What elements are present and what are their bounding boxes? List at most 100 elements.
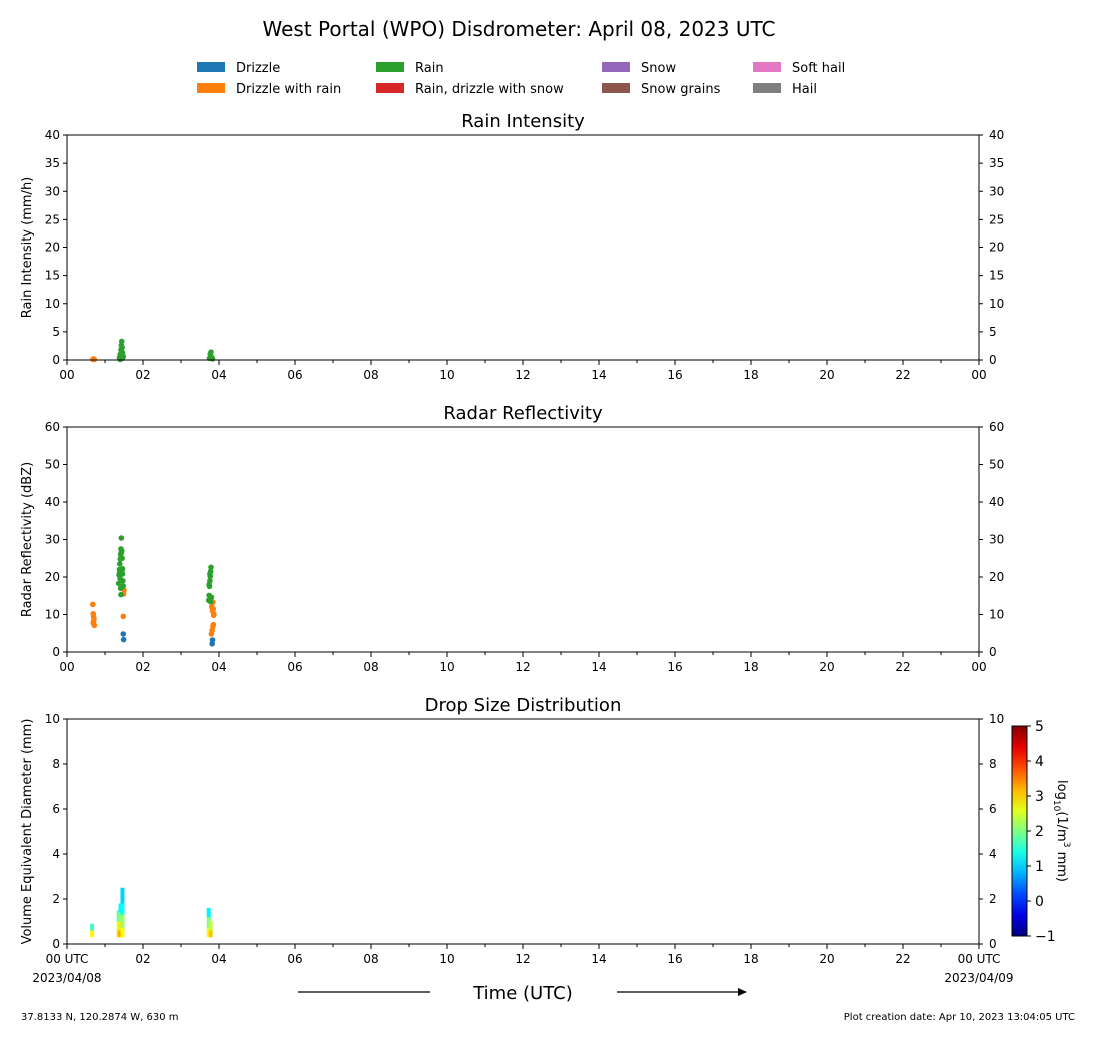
y-tick-label: 10 <box>45 297 60 311</box>
y-tick-label-right: 35 <box>989 156 1004 170</box>
y-tick-label: 4 <box>52 847 60 861</box>
legend-item: Rain, drizzle with snow <box>376 82 564 97</box>
dsd-cell <box>208 921 213 931</box>
y-tick-label: 20 <box>45 241 60 255</box>
legend-swatch <box>197 83 225 93</box>
y-tick-label-right: 0 <box>989 353 997 367</box>
panel-title: Rain Intensity <box>461 111 585 132</box>
data-point <box>120 613 127 620</box>
y-tick-label-right: 25 <box>989 212 1004 226</box>
data-point <box>118 535 125 541</box>
data-point <box>118 591 124 598</box>
x-tick-label: 22 <box>895 660 910 674</box>
y-tick-label-right: 40 <box>989 495 1004 509</box>
y-tick-label-right: 10 <box>989 712 1004 726</box>
y-tick-label-right: 5 <box>989 325 997 339</box>
data-point <box>207 571 213 577</box>
chart-panel: Radar Reflectivity Radar Reflectivity (dB… <box>20 403 1004 674</box>
x-tick-label: 08 <box>363 368 378 382</box>
y-tick-label-right: 40 <box>989 128 1004 142</box>
dsd-cell <box>90 930 95 938</box>
y-tick-label-right: 10 <box>989 608 1004 622</box>
y-tick-label-right: 15 <box>989 269 1004 283</box>
x-tick-label: 20 <box>819 368 834 382</box>
y-tick-label: 0 <box>52 645 60 659</box>
axes-frame <box>66 426 980 653</box>
y-tick-label-right: 50 <box>989 458 1004 472</box>
data-point <box>210 612 217 619</box>
creation-date-text: Plot creation date: Apr 10, 2023 13:04:0… <box>844 1012 1075 1023</box>
y-tick-label: 50 <box>45 458 60 472</box>
x-date-label: 2023/04/09 <box>944 971 1013 985</box>
x-tick-label: 20 <box>819 952 834 966</box>
legend-swatch <box>753 62 781 72</box>
x-tick-label: 22 <box>895 368 910 382</box>
legend-swatch <box>197 62 225 72</box>
x-tick-label: 04 <box>211 368 226 382</box>
y-tick-label-right: 20 <box>989 570 1004 584</box>
dsd-cell <box>120 903 125 915</box>
y-tick-label: 0 <box>52 353 60 367</box>
y-tick-label: 30 <box>45 533 60 547</box>
data-point <box>209 356 216 362</box>
y-tick-label-right: 6 <box>989 802 997 816</box>
x-tick-label: 06 <box>287 952 302 966</box>
arrow-head-icon <box>738 988 747 996</box>
dsd-cell <box>208 930 213 938</box>
y-tick-label: 40 <box>45 128 60 142</box>
x-tick-label: 08 <box>363 952 378 966</box>
data-point <box>208 564 214 571</box>
x-tick-label: 04 <box>211 660 226 674</box>
y-axis-label: Radar Reflectivity (dBZ) <box>20 462 35 617</box>
data-point <box>210 606 217 612</box>
legend-label: Snow grains <box>641 82 721 97</box>
y-tick-label: 6 <box>52 802 60 816</box>
legend-label: Soft hail <box>792 61 845 76</box>
y-tick-label: 35 <box>45 156 60 170</box>
x-tick-label: 12 <box>515 952 530 966</box>
data-point <box>115 580 122 587</box>
x-tick-label: 12 <box>515 660 530 674</box>
colorbar-tick-label: 1 <box>1035 859 1044 875</box>
data-point <box>91 622 98 629</box>
colorbar-tick-label: 5 <box>1035 719 1044 735</box>
y-tick-label-right: 30 <box>989 533 1004 547</box>
dsd-cell <box>120 887 125 904</box>
y-tick-label: 10 <box>45 712 60 726</box>
y-tick-label-right: 2 <box>989 892 997 906</box>
legend: Drizzle Drizzle with rain Rain Rain, drizzl… <box>197 61 845 97</box>
legend-item: Drizzle <box>197 61 280 76</box>
x-tick-label: 14 <box>591 368 606 382</box>
y-tick-label: 0 <box>52 937 60 951</box>
legend-swatch <box>376 62 404 72</box>
colorbar-tick-label: −1 <box>1035 929 1056 945</box>
data-point <box>117 576 123 582</box>
colorbar-label: log10(1/m3 mm) <box>1051 780 1071 882</box>
x-tick-label: 00 <box>971 368 986 382</box>
x-tick-label: 10 <box>439 368 454 382</box>
legend-label: Snow <box>641 61 676 76</box>
data-point <box>206 581 212 588</box>
x-tick-label: 00 <box>971 660 986 674</box>
data-point <box>90 601 96 608</box>
legend-label: Hail <box>792 82 817 97</box>
data-point <box>120 631 127 637</box>
x-tick-label: 00 UTC <box>958 952 1001 966</box>
y-tick-label-right: 30 <box>989 184 1004 198</box>
legend-swatch <box>376 83 404 93</box>
dsd-cell <box>120 914 125 929</box>
dsd-cell <box>206 908 211 917</box>
x-axis-label: Time (UTC) <box>472 983 573 1004</box>
data-point <box>119 571 126 577</box>
data-point <box>207 598 214 605</box>
y-tick-label-right: 8 <box>989 757 997 771</box>
location-text: 37.8133 N, 120.2874 W, 630 m <box>21 1012 179 1023</box>
y-axis-label: Volume Equivalent Diameter (mm) <box>20 719 35 945</box>
colorbar-gradient <box>1011 725 1028 937</box>
legend-swatch <box>602 62 630 72</box>
panel-title: Radar Reflectivity <box>443 403 603 424</box>
data-point <box>208 594 215 601</box>
x-tick-label: 18 <box>743 368 758 382</box>
